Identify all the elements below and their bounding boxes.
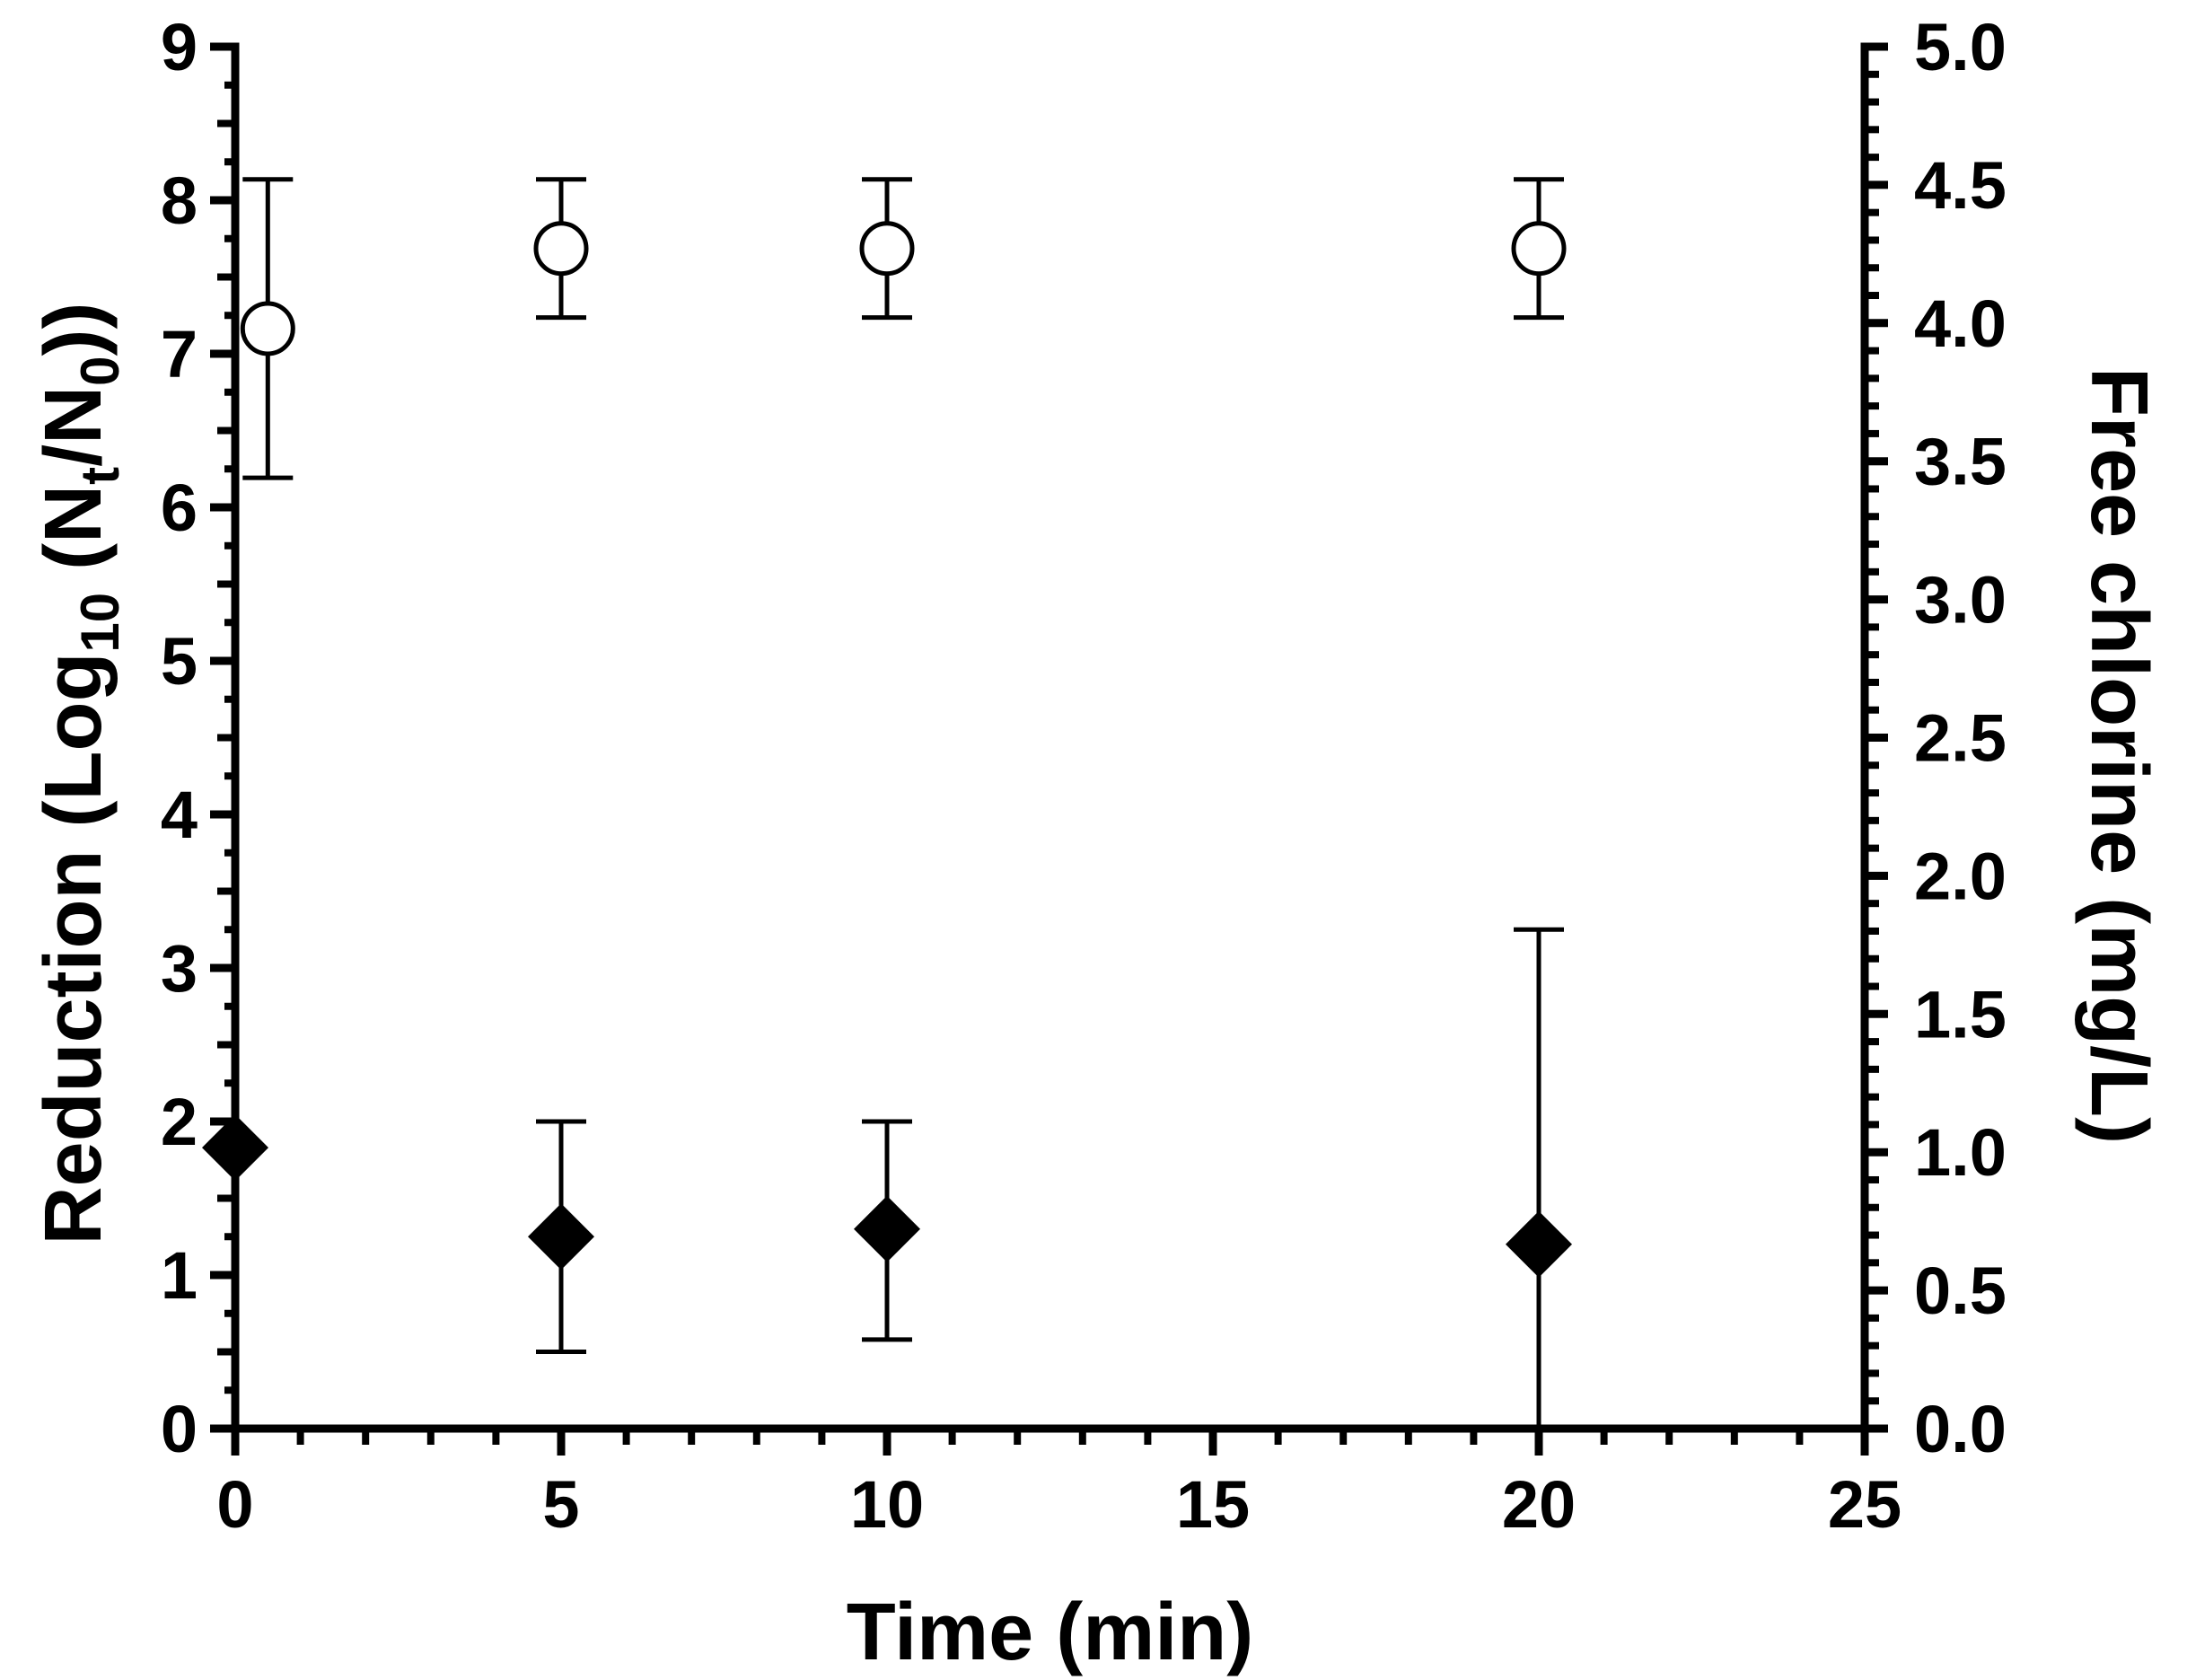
y-title-part-4: )) bbox=[29, 303, 119, 356]
y2-tick-label: 0.0 bbox=[1914, 1392, 2007, 1466]
data-point-circle bbox=[240, 301, 295, 356]
y2-tick-label: 3.0 bbox=[1914, 563, 2007, 638]
x-axis-title: Time (min) bbox=[847, 1588, 1253, 1677]
y2-tick-label: 5.0 bbox=[1914, 10, 2007, 84]
y-title-part-1: Reduction (Log bbox=[29, 653, 119, 1245]
y-title-part-3: /N bbox=[29, 386, 119, 467]
y-title-sub-0: 0 bbox=[70, 356, 130, 385]
data-point-diamond bbox=[528, 1203, 594, 1271]
axes-layer bbox=[231, 42, 1869, 1433]
y-tick-label: 9 bbox=[161, 10, 198, 84]
y-tick-label: 3 bbox=[161, 931, 198, 1006]
y-title-part-2: (N bbox=[29, 485, 119, 593]
x-tick-label: 0 bbox=[216, 1467, 253, 1542]
ticks-layer bbox=[210, 42, 1888, 1456]
y-tick-label: 0 bbox=[161, 1392, 198, 1466]
y-tick-label: 2 bbox=[161, 1085, 198, 1159]
data-point-circle bbox=[859, 221, 915, 277]
data-point-diamond bbox=[1506, 1210, 1572, 1278]
y-title-sub-10: 10 bbox=[70, 593, 130, 653]
series-layer bbox=[202, 177, 1572, 1429]
y-tick-label: 4 bbox=[161, 778, 198, 852]
y-tick-label: 7 bbox=[161, 317, 198, 391]
y-axis-left-title: Reduction (Log10 (Nt/N0)) bbox=[29, 303, 130, 1245]
y-tick-label: 1 bbox=[161, 1238, 198, 1313]
y2-tick-label: 4.5 bbox=[1914, 148, 2007, 223]
y2-tick-label: 3.5 bbox=[1914, 425, 2007, 499]
data-point-diamond bbox=[202, 1114, 268, 1182]
y-title-sub-t: t bbox=[70, 467, 130, 485]
series-1 bbox=[240, 177, 1567, 480]
data-point-diamond bbox=[854, 1195, 920, 1262]
y2-tick-label: 1.5 bbox=[1914, 977, 2007, 1051]
y-axis-right-title: Free chlorine (mg/L) bbox=[2074, 367, 2164, 1144]
tick-labels-layer: 0 1 2 3 4 5 6 7 8 9 0.0 0.5 1.0 1.5 2.0 2.5 3.0 3.5 4.0 4.5… bbox=[161, 10, 2007, 1542]
x-tick-label: 5 bbox=[542, 1467, 579, 1542]
data-point-circle bbox=[1511, 221, 1567, 277]
y2-tick-label: 4.0 bbox=[1914, 286, 2007, 361]
x-tick-label: 15 bbox=[1176, 1467, 1250, 1542]
x-tick-label: 10 bbox=[850, 1467, 924, 1542]
x-tick-label: 20 bbox=[1502, 1467, 1576, 1542]
y2-tick-label: 2.0 bbox=[1914, 839, 2007, 913]
data-point-circle bbox=[533, 221, 589, 277]
y2-tick-label: 0.5 bbox=[1914, 1253, 2007, 1328]
y-tick-label: 8 bbox=[161, 163, 198, 238]
series-2 bbox=[202, 927, 1572, 1429]
y2-tick-label: 1.0 bbox=[1914, 1115, 2007, 1190]
y2-tick-label: 2.5 bbox=[1914, 701, 2007, 776]
y-tick-label: 6 bbox=[161, 471, 198, 545]
y-tick-label: 5 bbox=[161, 624, 198, 699]
x-tick-label: 25 bbox=[1828, 1467, 1902, 1542]
